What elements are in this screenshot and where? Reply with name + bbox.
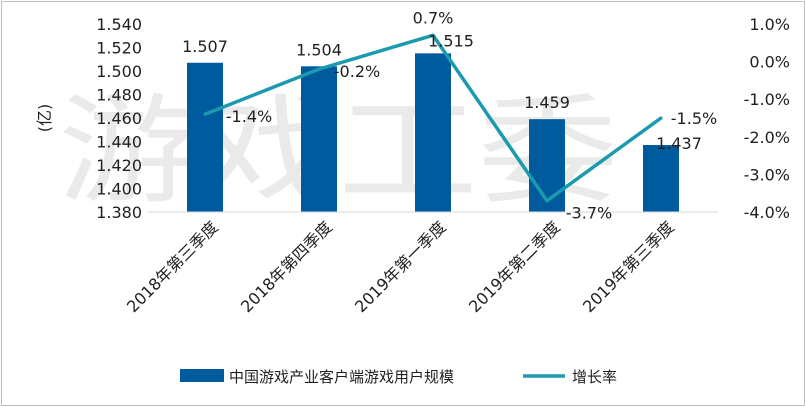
left-tick-label: 1.540 xyxy=(96,15,142,34)
growth-point-3 xyxy=(545,199,549,203)
bar-series xyxy=(187,53,679,213)
bar-value-label: 1.437 xyxy=(656,134,702,153)
bar-1 xyxy=(301,66,337,212)
right-tick-label: -4.0% xyxy=(744,203,790,222)
x-axis: 2018年第三季度 2018年第四季度 2019年第一季度 2019年第二季度 2019… xyxy=(123,211,718,316)
right-tick-label: -3.0% xyxy=(744,165,790,184)
category-label: 2019年第一季度 xyxy=(351,217,450,316)
category-label: 2018年第三季度 xyxy=(123,217,222,316)
legend-bar-label: 中国游戏产业客户端游戏用户规模 xyxy=(229,368,454,386)
bar-value-label: 1.515 xyxy=(428,31,474,50)
left-tick-label: 1.440 xyxy=(96,133,142,152)
bar-2 xyxy=(415,53,451,212)
category-label: 2018年第四季度 xyxy=(237,217,336,316)
growth-point-1 xyxy=(317,67,321,71)
legend-bar-swatch xyxy=(180,369,224,382)
legend-line-label: 增长率 xyxy=(572,368,617,386)
y-axis-title: (亿) xyxy=(35,104,54,133)
legend: 中国游戏产业客户端游戏用户规模 增长率 xyxy=(180,368,617,386)
bar-4 xyxy=(643,145,679,212)
category-label: 2019年第三季度 xyxy=(579,217,678,316)
growth-point-4 xyxy=(659,116,663,120)
right-tick-label: 1.0% xyxy=(749,15,790,34)
left-tick-label: 1.460 xyxy=(96,109,142,128)
growth-value-label: -1.4% xyxy=(226,107,272,126)
growth-value-label: 0.7% xyxy=(413,8,454,27)
right-axis: -4.0% -3.0% -2.0% -1.0% 0.0% 1.0% xyxy=(744,15,790,222)
bar-value-label: 1.507 xyxy=(182,37,228,56)
growth-point-0 xyxy=(203,112,207,116)
category-label: 2019年第二季度 xyxy=(465,217,564,316)
growth-point-2 xyxy=(431,33,435,37)
left-tick-label: 1.520 xyxy=(96,39,142,58)
right-tick-label: -1.0% xyxy=(744,90,790,109)
left-tick-label: 1.480 xyxy=(96,86,142,105)
growth-value-label: -3.7% xyxy=(566,204,612,223)
growth-value-label: -1.5% xyxy=(671,109,717,128)
watermark: 游戏工委 xyxy=(58,82,618,220)
bar-0 xyxy=(187,62,223,213)
data-labels: 1.507 1.504 1.515 1.459 1.437 -1.4% -0.2% 0.7% -… xyxy=(182,8,717,222)
bar-value-label: 1.504 xyxy=(296,40,342,59)
left-tick-label: 1.420 xyxy=(96,156,142,175)
left-tick-label: 1.380 xyxy=(96,203,142,222)
right-tick-label: -2.0% xyxy=(744,128,790,147)
line-series xyxy=(203,33,663,203)
growth-value-label: -0.2% xyxy=(334,62,380,81)
left-axis: 1.380 1.400 1.420 1.440 1.460 1.480 1.500 1.520… xyxy=(96,15,142,222)
right-tick-label: 0.0% xyxy=(749,53,790,72)
bar-value-label: 1.459 xyxy=(524,93,570,112)
bar-3 xyxy=(529,119,565,212)
left-tick-label: 1.500 xyxy=(96,62,142,81)
left-tick-label: 1.400 xyxy=(96,180,142,199)
